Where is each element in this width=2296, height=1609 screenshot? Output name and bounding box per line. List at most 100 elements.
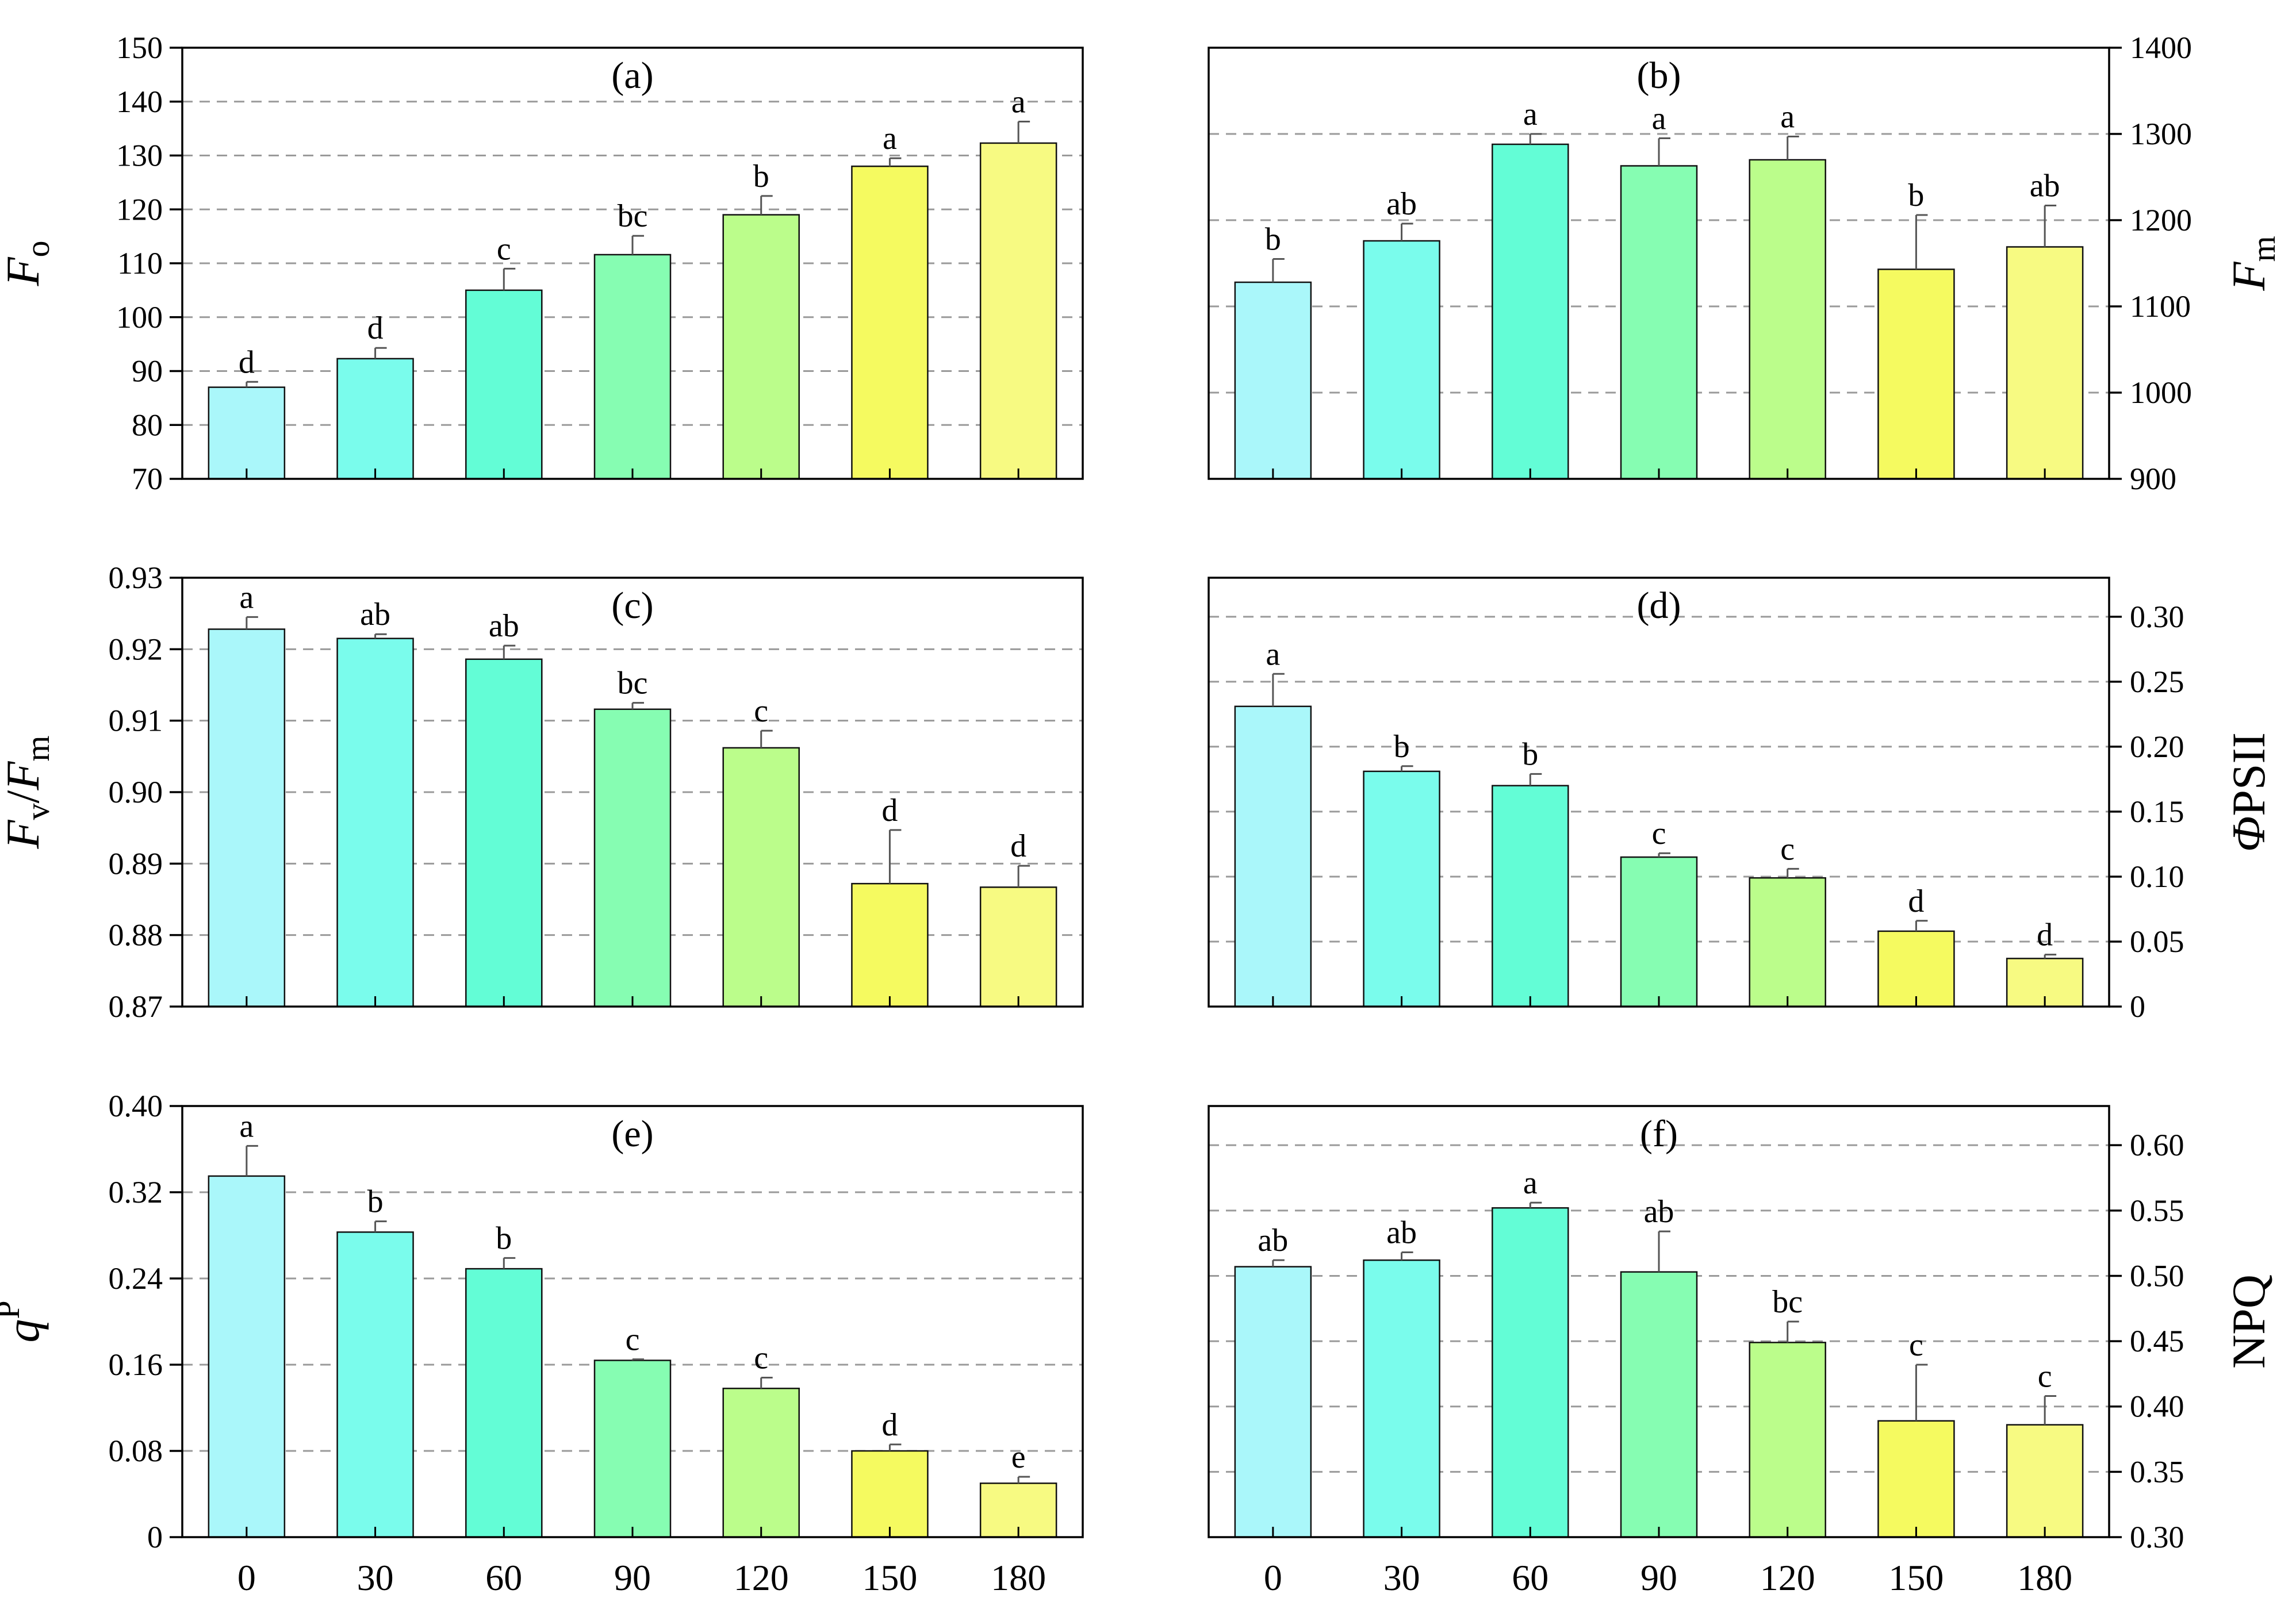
chart-panel-c: a ab ab bc c d d 0.87 0.88 0.89 0.90 0.91 0.92 0.93 (c… <box>0 560 1084 1024</box>
bar-30 <box>1363 240 1440 480</box>
significance-letter: a <box>1523 97 1538 132</box>
x-tick-label: 120 <box>734 1557 789 1598</box>
bar-60 <box>465 289 543 480</box>
significance-letter: ab <box>1258 1223 1288 1258</box>
y-tick-label: 0.20 <box>2130 729 2184 764</box>
significance-letter: a <box>239 1108 254 1144</box>
significance-letter: d <box>2037 917 2053 953</box>
y-tick-label: 0.40 <box>2130 1389 2184 1424</box>
y-axis-title-part: v <box>19 803 56 820</box>
bar-60 <box>465 658 543 1008</box>
bar-180 <box>979 142 1057 480</box>
bar-180 <box>2006 1424 2084 1538</box>
x-tick-label: 0 <box>1264 1557 1282 1598</box>
y-tick-label: 0.55 <box>2130 1193 2184 1228</box>
significance-letter: d <box>239 344 255 380</box>
panel-label: (a) <box>611 55 653 97</box>
x-tick-label: 30 <box>357 1557 394 1598</box>
y-tick-label: 0.90 <box>109 775 163 809</box>
bar-150 <box>1877 930 1955 1008</box>
bar-90 <box>1620 1271 1698 1538</box>
y-tick-label: 0.25 <box>2130 665 2184 699</box>
bar-150 <box>851 1450 929 1538</box>
bar-30 <box>336 638 414 1008</box>
bar-180 <box>979 886 1057 1008</box>
bar-150 <box>851 166 929 480</box>
significance-letter: d <box>367 310 384 346</box>
y-tick-label: 0.35 <box>2130 1454 2184 1489</box>
y-axis-title: ΦPSII <box>2222 732 2275 852</box>
significance-letter: b <box>753 159 769 194</box>
significance-letter: a <box>1780 99 1795 135</box>
y-axis-title: qP <box>0 1300 49 1342</box>
bar-90 <box>1620 856 1698 1008</box>
bar-150 <box>1877 268 1955 480</box>
y-axis-title: Fv/Fm <box>0 735 56 849</box>
y-tick-label: 110 <box>117 246 163 281</box>
bar-120 <box>1749 159 1826 480</box>
y-tick-label: 0.89 <box>109 846 163 881</box>
significance-letter: ab <box>360 597 390 632</box>
y-axis-title-part: F <box>0 257 49 287</box>
plot-frame <box>1208 577 2110 1008</box>
x-tick-label: 150 <box>862 1557 917 1598</box>
y-tick-label: 0.30 <box>2130 1520 2184 1554</box>
significance-letter: a <box>1011 84 1026 120</box>
significance-letter: c <box>1909 1327 1923 1363</box>
significance-letter: ab <box>1386 1215 1417 1251</box>
y-axis-title-part: P <box>0 1300 26 1319</box>
y-tick-label: 130 <box>116 139 163 173</box>
significance-letter: b <box>1394 729 1410 765</box>
x-tick-label: 150 <box>1888 1557 1944 1598</box>
panel-label: (e) <box>611 1113 653 1155</box>
y-tick-label: 0.15 <box>2130 794 2184 829</box>
y-axis-title-part: F <box>0 820 49 850</box>
x-tick-label: 120 <box>1760 1557 1815 1598</box>
y-tick-label: 0.92 <box>109 632 163 666</box>
y-tick-label: 70 <box>132 462 163 496</box>
y-tick-label: 0.91 <box>109 704 163 738</box>
significance-letter: a <box>1652 101 1666 137</box>
y-tick-label: 0.16 <box>109 1347 163 1382</box>
y-tick-label: 1200 <box>2130 203 2192 237</box>
y-axis-title-part: q <box>0 1319 49 1343</box>
x-tick-label: 60 <box>485 1557 522 1598</box>
y-axis-title-part: F <box>2222 262 2275 291</box>
x-tick-label: 60 <box>1512 1557 1548 1598</box>
chart-panel-d: a b b c c d d 0 0.05 0.10 0.15 0.20 0.25 0.30 (d) ΦPSII <box>1208 577 2275 1024</box>
bar-90 <box>593 1360 672 1538</box>
y-tick-label: 0.50 <box>2130 1258 2184 1293</box>
significance-letter: c <box>497 231 511 267</box>
y-tick-label: 0 <box>2130 989 2145 1024</box>
bar-120 <box>722 214 800 480</box>
y-tick-label: 0.30 <box>2130 600 2184 634</box>
y-axis-title-part: / <box>0 790 49 803</box>
y-tick-label: 1400 <box>2130 30 2192 65</box>
bar-150 <box>851 882 929 1008</box>
plot-frame <box>1208 1105 2110 1538</box>
y-tick-label: 1100 <box>2130 289 2191 324</box>
bar-0 <box>1234 281 1312 480</box>
y-tick-label: 0.88 <box>109 918 163 953</box>
plot-frame <box>181 1105 1084 1538</box>
significance-letter: c <box>754 693 768 729</box>
bar-60 <box>1492 1207 1569 1538</box>
bar-30 <box>1363 1259 1440 1538</box>
y-tick-label: 150 <box>116 30 163 65</box>
x-tick-label: 0 <box>237 1557 256 1598</box>
y-axis-title-part: Φ <box>2222 816 2275 852</box>
bar-60 <box>1492 785 1569 1008</box>
significance-letter: b <box>1265 222 1281 258</box>
bar-120 <box>1749 877 1826 1008</box>
significance-letter: d <box>881 1407 898 1443</box>
y-axis-title-part: o <box>19 240 56 257</box>
significance-letter: d <box>1010 828 1026 864</box>
y-tick-label: 140 <box>116 85 163 119</box>
significance-letter: ab <box>1386 186 1417 222</box>
bar-0 <box>208 1175 286 1538</box>
significance-letter: ab <box>489 608 519 644</box>
y-axis-title-part: PSII <box>2222 732 2275 816</box>
bar-30 <box>1363 770 1440 1008</box>
